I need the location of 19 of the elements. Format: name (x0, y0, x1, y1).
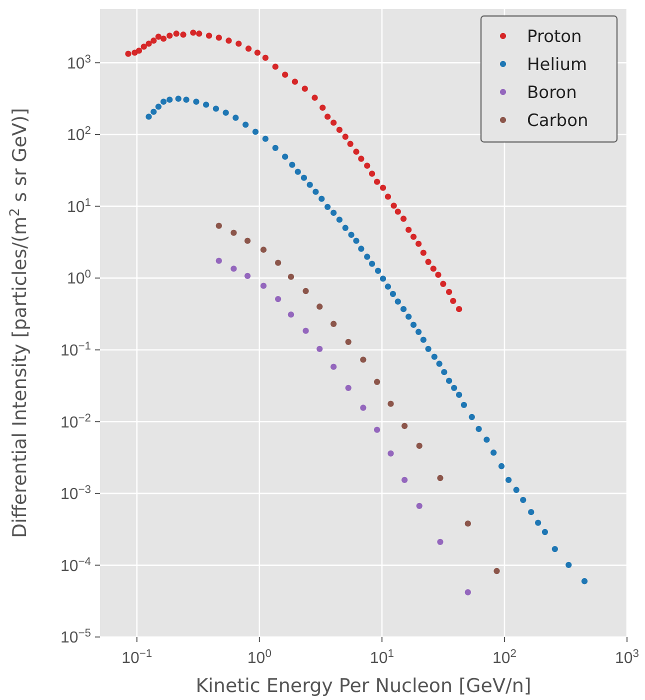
x-axis-title: Kinetic Energy Per Nucleon [GeV/n] (196, 675, 532, 697)
y-tick-label: 10$^{3}$ (66, 53, 91, 72)
y-tick-label: 10$^{0}$ (66, 268, 91, 288)
x-tick-label: 10$^{0}$ (247, 648, 272, 667)
legend-label: Proton (527, 26, 582, 47)
y-tick-label: 10$^{1}$ (66, 196, 91, 216)
y-tick-label: 10$^{2}$ (66, 125, 91, 144)
x-tick-label: 10$^{2}$ (492, 648, 516, 667)
legend-label: Helium (527, 54, 588, 75)
x-tick-label: 10$^{1}$ (370, 648, 394, 667)
y-tick-label: 10$^{−4}$ (60, 556, 91, 575)
y-tick-label: 10$^{−3}$ (60, 484, 91, 504)
y-tick-label: 10$^{−2}$ (60, 412, 91, 432)
x-tick-label: 10$^{−1}$ (122, 648, 152, 667)
legend-label: Boron (527, 82, 577, 103)
y-tick-label: 10$^{−5}$ (60, 628, 91, 647)
legend-label: Carbon (527, 110, 588, 131)
x-tick-label: 10$^{3}$ (614, 648, 640, 667)
y-tick-label: 10$^{−1}$ (60, 340, 91, 360)
